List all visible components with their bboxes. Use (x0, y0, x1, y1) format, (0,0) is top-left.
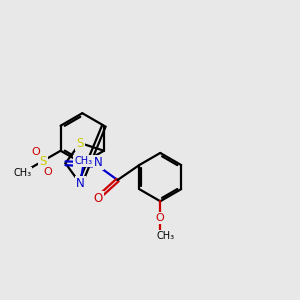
Text: CH₃: CH₃ (13, 168, 32, 178)
Text: O: O (94, 192, 103, 205)
Text: S: S (39, 154, 46, 167)
Text: CH₃: CH₃ (74, 156, 92, 166)
Text: O: O (43, 167, 52, 177)
Text: N: N (76, 177, 85, 190)
Text: O: O (31, 147, 40, 157)
Text: CH₃: CH₃ (157, 231, 175, 241)
Text: S: S (76, 136, 84, 149)
Text: N: N (94, 156, 103, 169)
Text: O: O (156, 213, 165, 223)
